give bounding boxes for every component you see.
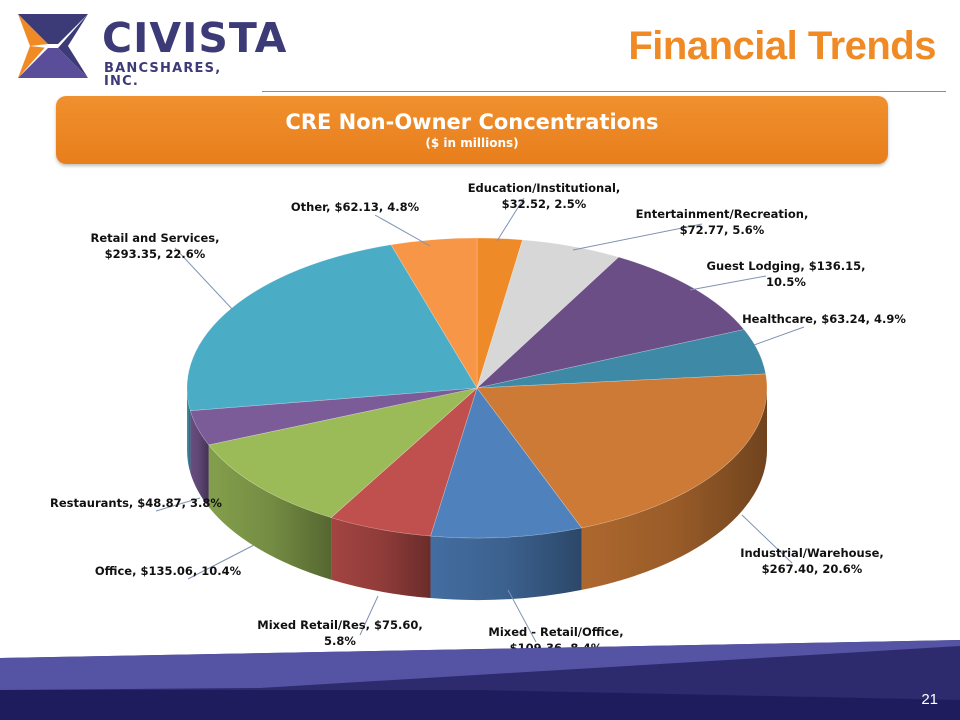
leader-line bbox=[359, 595, 379, 636]
pie-slice-healthcare bbox=[476, 329, 767, 389]
logo-name: CIVISTA bbox=[102, 14, 288, 62]
star-logo-icon bbox=[18, 14, 88, 78]
leader-line bbox=[174, 247, 234, 311]
pie-slice-side bbox=[190, 410, 209, 507]
chart-title: CRE Non-Owner Concentrations bbox=[285, 110, 659, 134]
pie-slice-side bbox=[208, 444, 332, 580]
data-label: Education/Institutional, $32.52, 2.5% bbox=[468, 181, 621, 211]
page-title: Financial Trends bbox=[628, 24, 936, 68]
leader-lines bbox=[155, 197, 805, 643]
pie-sides bbox=[187, 388, 767, 600]
page-number: 21 bbox=[921, 691, 938, 708]
data-labels: Education/Institutional, $32.52, 2.5% Ente… bbox=[50, 181, 906, 655]
pie-slice-side bbox=[187, 388, 191, 473]
pie-slice-restaurants bbox=[189, 387, 478, 446]
pie-slice-mixed-retail-office bbox=[430, 387, 583, 539]
civista-logo: CIVISTA BANCSHARES, INC. bbox=[12, 10, 286, 88]
pie-slice-side bbox=[581, 388, 767, 590]
data-label: Healthcare, $63.24, 4.9% bbox=[742, 312, 906, 326]
leader-line bbox=[689, 275, 767, 291]
data-label: Office, $135.06, 10.4% bbox=[95, 564, 242, 578]
data-label: Retail and Services, $293.35, 22.6% bbox=[90, 231, 219, 261]
leader-line bbox=[741, 514, 793, 564]
data-label: Entertainment/Recreation, $72.77, 5.6% bbox=[636, 207, 809, 237]
pie-slice-other bbox=[390, 237, 478, 390]
logo-subtitle: BANCSHARES, INC. bbox=[104, 61, 222, 89]
leader-line bbox=[572, 223, 703, 251]
pie-slice-industrial-warehouse bbox=[476, 373, 768, 529]
chart-title-banner: CRE Non-Owner Concentrations ($ in milli… bbox=[56, 96, 888, 164]
footer-band bbox=[0, 640, 960, 720]
data-label: Industrial/Warehouse, $267.40, 20.6% bbox=[740, 546, 884, 576]
pie-slices bbox=[186, 237, 768, 539]
leader-line bbox=[507, 589, 537, 643]
leader-line bbox=[374, 214, 431, 247]
pie-slice-side bbox=[331, 517, 431, 599]
pie-slice-entertainment-recreation bbox=[476, 239, 620, 389]
data-label: Other, $62.13, 4.8% bbox=[291, 200, 420, 214]
pie-slice-mixed-retail-res bbox=[330, 387, 478, 537]
data-label: Guest Lodging, $136.15, 10.5% bbox=[707, 259, 866, 289]
chart-subtitle: ($ in millions) bbox=[425, 136, 519, 150]
leader-line bbox=[187, 544, 255, 580]
data-label: Mixed Retail/Res, $75.60, 5.8% bbox=[257, 618, 422, 648]
leader-line bbox=[496, 197, 525, 242]
data-label: Restaurants, $48.87, 3.8% bbox=[50, 496, 222, 510]
pie-slice-education-institutional bbox=[476, 237, 523, 389]
pie-slice-office bbox=[208, 387, 479, 518]
header-divider bbox=[262, 91, 946, 92]
leader-line bbox=[155, 497, 201, 512]
leader-line bbox=[753, 326, 805, 346]
pie-slice-side bbox=[430, 527, 582, 600]
pie-slice-guest-lodging bbox=[475, 256, 745, 389]
